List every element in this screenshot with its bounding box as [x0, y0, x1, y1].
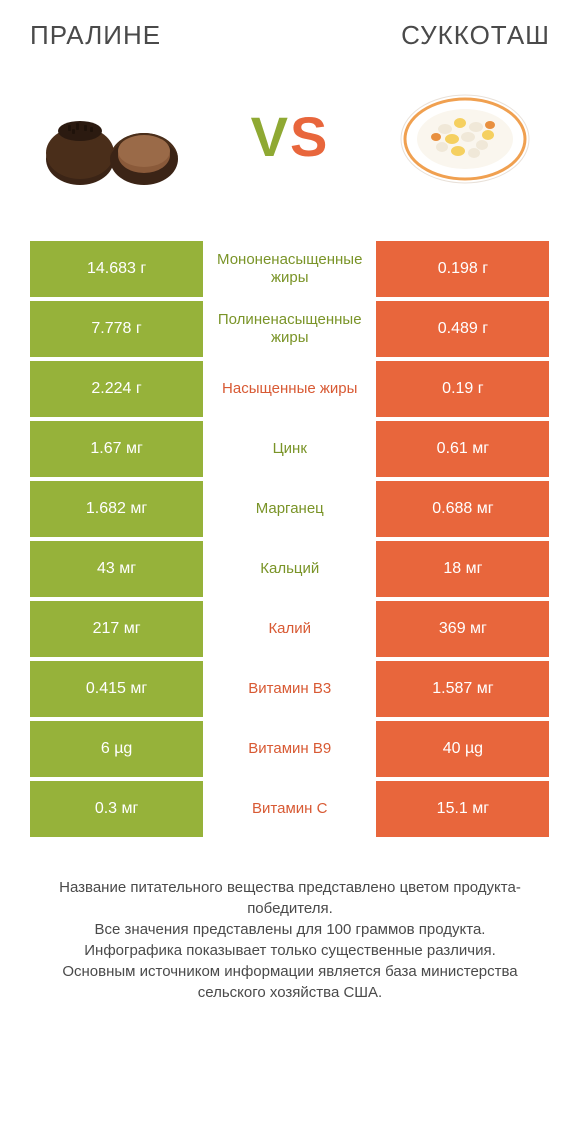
value-left: 14.683 г: [30, 241, 203, 297]
value-right: 0.198 г: [376, 241, 549, 297]
table-row: 0.415 мгВитамин B31.587 мг: [30, 661, 550, 717]
table-row: 217 мгКалий369 мг: [30, 601, 550, 657]
value-left: 7.778 г: [30, 301, 203, 357]
value-right: 0.489 г: [376, 301, 549, 357]
table-row: 14.683 гМононенасыщенные жиры0.198 г: [30, 241, 550, 297]
nutrient-label: Кальций: [203, 541, 376, 597]
comparison-table: 14.683 гМононенасыщенные жиры0.198 г7.77…: [30, 241, 550, 837]
value-right: 0.688 мг: [376, 481, 549, 537]
value-right: 1.587 мг: [376, 661, 549, 717]
table-row: 6 µgВитамин B940 µg: [30, 721, 550, 777]
table-row: 2.224 гНасыщенные жиры0.19 г: [30, 361, 550, 417]
value-right: 40 µg: [376, 721, 549, 777]
value-left: 0.415 мг: [30, 661, 203, 717]
footer-notes: Название питательного вещества представл…: [30, 877, 550, 1003]
table-row: 7.778 гПолиненасыщенные жиры0.489 г: [30, 301, 550, 357]
vs-v: V: [251, 105, 290, 168]
nutrient-label: Цинк: [203, 421, 376, 477]
nutrient-label: Полиненасыщенные жиры: [203, 301, 376, 357]
title-row: ПРАЛИНЕ СУККОТАШ: [30, 20, 550, 51]
vs-row: VS: [30, 81, 550, 191]
value-right: 15.1 мг: [376, 781, 549, 837]
value-left: 2.224 г: [30, 361, 203, 417]
value-left: 0.3 мг: [30, 781, 203, 837]
footer-line: Основным источником информации является …: [40, 961, 540, 1003]
value-left: 6 µg: [30, 721, 203, 777]
value-left: 43 мг: [30, 541, 203, 597]
table-row: 0.3 мгВитамин C15.1 мг: [30, 781, 550, 837]
value-left: 1.682 мг: [30, 481, 203, 537]
table-row: 1.682 мгМарганец0.688 мг: [30, 481, 550, 537]
praline-image: [40, 81, 190, 191]
nutrient-label: Витамин B3: [203, 661, 376, 717]
succotash-image: [390, 81, 540, 191]
value-right: 0.19 г: [376, 361, 549, 417]
nutrient-label: Марганец: [203, 481, 376, 537]
footer-line: Инфографика показывает только существенн…: [40, 940, 540, 961]
nutrient-label: Калий: [203, 601, 376, 657]
footer-line: Название питательного вещества представл…: [40, 877, 540, 919]
table-row: 1.67 мгЦинк0.61 мг: [30, 421, 550, 477]
value-left: 1.67 мг: [30, 421, 203, 477]
title-left: ПРАЛИНЕ: [30, 20, 161, 51]
vs-label: VS: [251, 104, 330, 169]
vs-s: S: [290, 105, 329, 168]
value-right: 18 мг: [376, 541, 549, 597]
footer-line: Все значения представлены для 100 граммо…: [40, 919, 540, 940]
nutrient-label: Витамин C: [203, 781, 376, 837]
nutrient-label: Насыщенные жиры: [203, 361, 376, 417]
value-left: 217 мг: [30, 601, 203, 657]
nutrient-label: Мононенасыщенные жиры: [203, 241, 376, 297]
table-row: 43 мгКальций18 мг: [30, 541, 550, 597]
nutrient-label: Витамин B9: [203, 721, 376, 777]
value-right: 369 мг: [376, 601, 549, 657]
title-right: СУККОТАШ: [401, 20, 550, 51]
value-right: 0.61 мг: [376, 421, 549, 477]
